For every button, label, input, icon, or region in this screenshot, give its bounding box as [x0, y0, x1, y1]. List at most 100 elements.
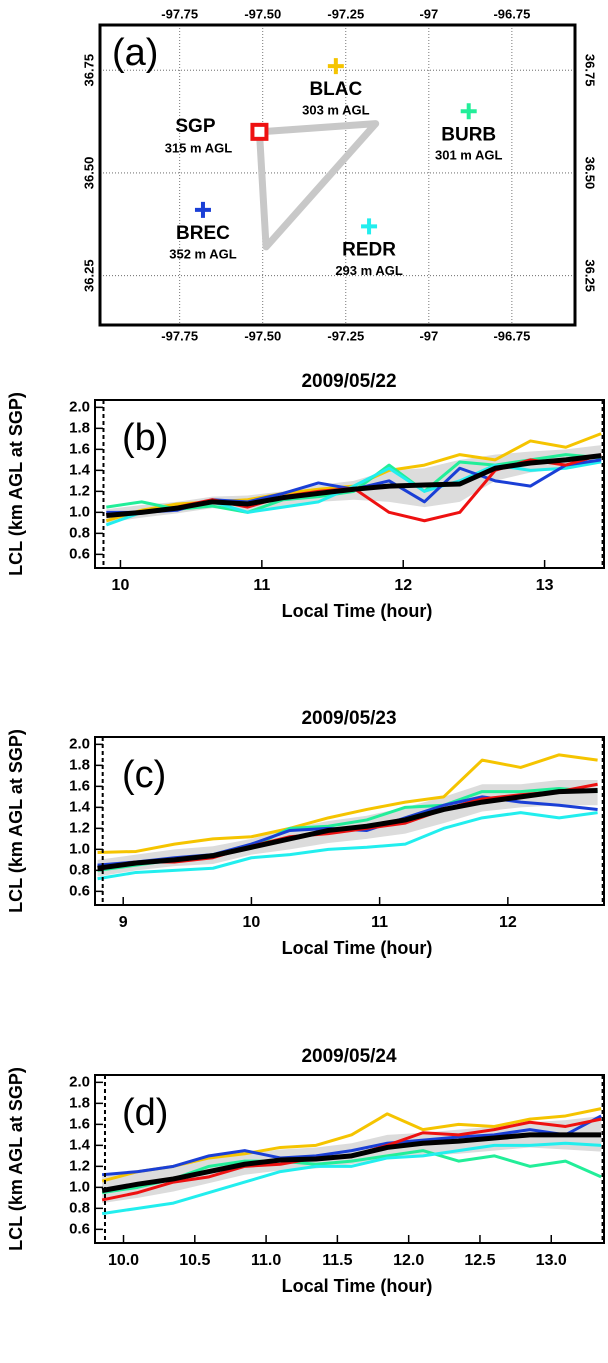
y-tick-label: 1.8: [69, 1094, 90, 1111]
chart-title: 2009/05/24: [301, 1046, 397, 1067]
station-marker: [361, 218, 378, 235]
y-tick-label: 1.4: [69, 1136, 91, 1153]
station-elevation: 293 m AGL: [335, 263, 402, 278]
map-frame: [98, 23, 577, 327]
y-tick-label: 2.0: [69, 1073, 90, 1090]
station-name: REDR: [342, 239, 396, 260]
station-name: BREC: [176, 223, 230, 244]
x-tick-label: -96.75: [493, 6, 530, 21]
x-tick-label: 10.5: [179, 1252, 210, 1269]
series-line: [106, 453, 602, 518]
x-tick-label: 11: [371, 914, 388, 931]
y-axis-label: LCL (km AGL at SGP): [6, 392, 26, 576]
y-tick-label: 1.2: [69, 482, 90, 499]
y-tick-label: 1.6: [69, 440, 90, 457]
y-tick-label: 2.0: [69, 735, 90, 752]
y-tick-label: 0.6: [69, 545, 90, 562]
y-tick-label: 36.75: [81, 54, 96, 87]
y-tick-label: 36.75: [583, 54, 598, 87]
x-tick-label: 13.0: [536, 1252, 567, 1269]
x-tick-label: -96.75: [493, 328, 530, 343]
panel: 2009/05/24 0.6 0.8 1.0 1.2 1.4 1.6 1.8 2.0 10.0 10…: [6, 1046, 605, 1296]
station-marker: [250, 122, 269, 141]
panel-label: (b): [122, 417, 168, 459]
x-tick-label: -97: [419, 328, 438, 343]
panel: 2009/05/23 0.6 0.8 1.0 1.2 1.4 1.6 1.8 2.0 9 10 11 1…: [6, 708, 605, 958]
station-elevation: 301 m AGL: [435, 148, 502, 163]
y-tick-label: 1.4: [69, 461, 91, 478]
panel-label: (d): [122, 1092, 168, 1134]
x-tick-label: 13: [536, 577, 554, 594]
station-elevation: 315 m AGL: [165, 140, 232, 155]
x-tick-label: -97.75: [161, 328, 198, 343]
station-name: SGP: [175, 116, 215, 137]
y-tick-label: 1.8: [69, 756, 90, 773]
series-line: [97, 811, 598, 881]
x-axis-label: Local Time (hour): [282, 1276, 433, 1296]
panel-label: (a): [112, 32, 158, 74]
y-tick-label: 1.0: [69, 1178, 90, 1195]
x-tick-label: 12: [499, 914, 517, 931]
x-tick-label: 11: [253, 577, 270, 594]
x-tick-label: 11.5: [322, 1252, 352, 1269]
y-tick-label: 0.6: [69, 1220, 90, 1237]
station-name: BLAC: [309, 79, 362, 100]
x-tick-label: -97.25: [327, 6, 364, 21]
station-marker: [327, 58, 344, 75]
y-tick-label: 36.50: [583, 157, 598, 190]
station-elevation: 352 m AGL: [169, 246, 236, 261]
station-elevation: 303 m AGL: [302, 103, 369, 118]
x-tick-label: 12.5: [464, 1252, 495, 1269]
x-axis-label: Local Time (hour): [282, 938, 433, 958]
y-tick-label: 1.0: [69, 840, 90, 857]
x-tick-label: 12.0: [393, 1252, 424, 1269]
y-tick-label: 0.8: [69, 524, 90, 541]
x-tick-label: -97.75: [161, 6, 198, 21]
y-axis-label: LCL (km AGL at SGP): [6, 1067, 26, 1251]
y-tick-label: 1.4: [69, 798, 91, 815]
panel: 2009/05/22 0.6 0.8 1.0 1.2 1.4 1.6 1.8 2.0 10 11 12…: [6, 371, 605, 621]
series-line: [101, 1141, 602, 1216]
series-line: [101, 1114, 602, 1177]
series-line: [101, 1132, 602, 1193]
chart-title: 2009/05/23: [301, 708, 396, 729]
track: [255, 120, 380, 251]
y-tick-label: 1.2: [69, 819, 90, 836]
series-line: [97, 753, 598, 854]
y-tick-label: 36.25: [81, 259, 96, 292]
station-name: BURB: [441, 124, 496, 145]
y-tick-label: 1.6: [69, 1115, 90, 1132]
y-tick-label: 1.0: [69, 503, 90, 520]
x-tick-label: 10: [243, 914, 261, 931]
plot-frame: [94, 1074, 605, 1244]
y-tick-label: 36.25: [583, 259, 598, 292]
x-tick-label: 9: [119, 914, 128, 931]
x-axis-label: Local Time (hour): [282, 601, 433, 621]
y-tick-label: 2.0: [69, 398, 90, 415]
plot-frame: [94, 399, 605, 569]
station-marker: [460, 103, 477, 120]
plot-frame: [94, 736, 605, 906]
y-tick-label: 1.8: [69, 419, 90, 436]
station-marker: [194, 201, 211, 218]
y-tick-label: 1.6: [69, 777, 90, 794]
y-axis-label: LCL (km AGL at SGP): [6, 729, 26, 913]
panel-label: (c): [122, 754, 166, 796]
chart-title: 2009/05/22: [301, 371, 396, 392]
x-tick-label: 11.0: [251, 1252, 281, 1269]
y-tick-label: 0.6: [69, 882, 90, 899]
y-tick-label: 0.8: [69, 1199, 90, 1216]
x-tick-label: -97.50: [244, 6, 281, 21]
x-tick-label: -97.25: [327, 328, 364, 343]
x-tick-label: 12: [394, 577, 412, 594]
series-line: [97, 788, 598, 871]
x-tick-label: 10: [112, 577, 130, 594]
y-tick-label: 1.2: [69, 1157, 90, 1174]
y-tick-label: 0.8: [69, 861, 90, 878]
x-tick-label: -97.50: [244, 328, 281, 343]
x-tick-label: -97: [419, 6, 438, 21]
x-tick-label: 10.0: [108, 1252, 139, 1269]
y-tick-label: 36.50: [81, 157, 96, 190]
